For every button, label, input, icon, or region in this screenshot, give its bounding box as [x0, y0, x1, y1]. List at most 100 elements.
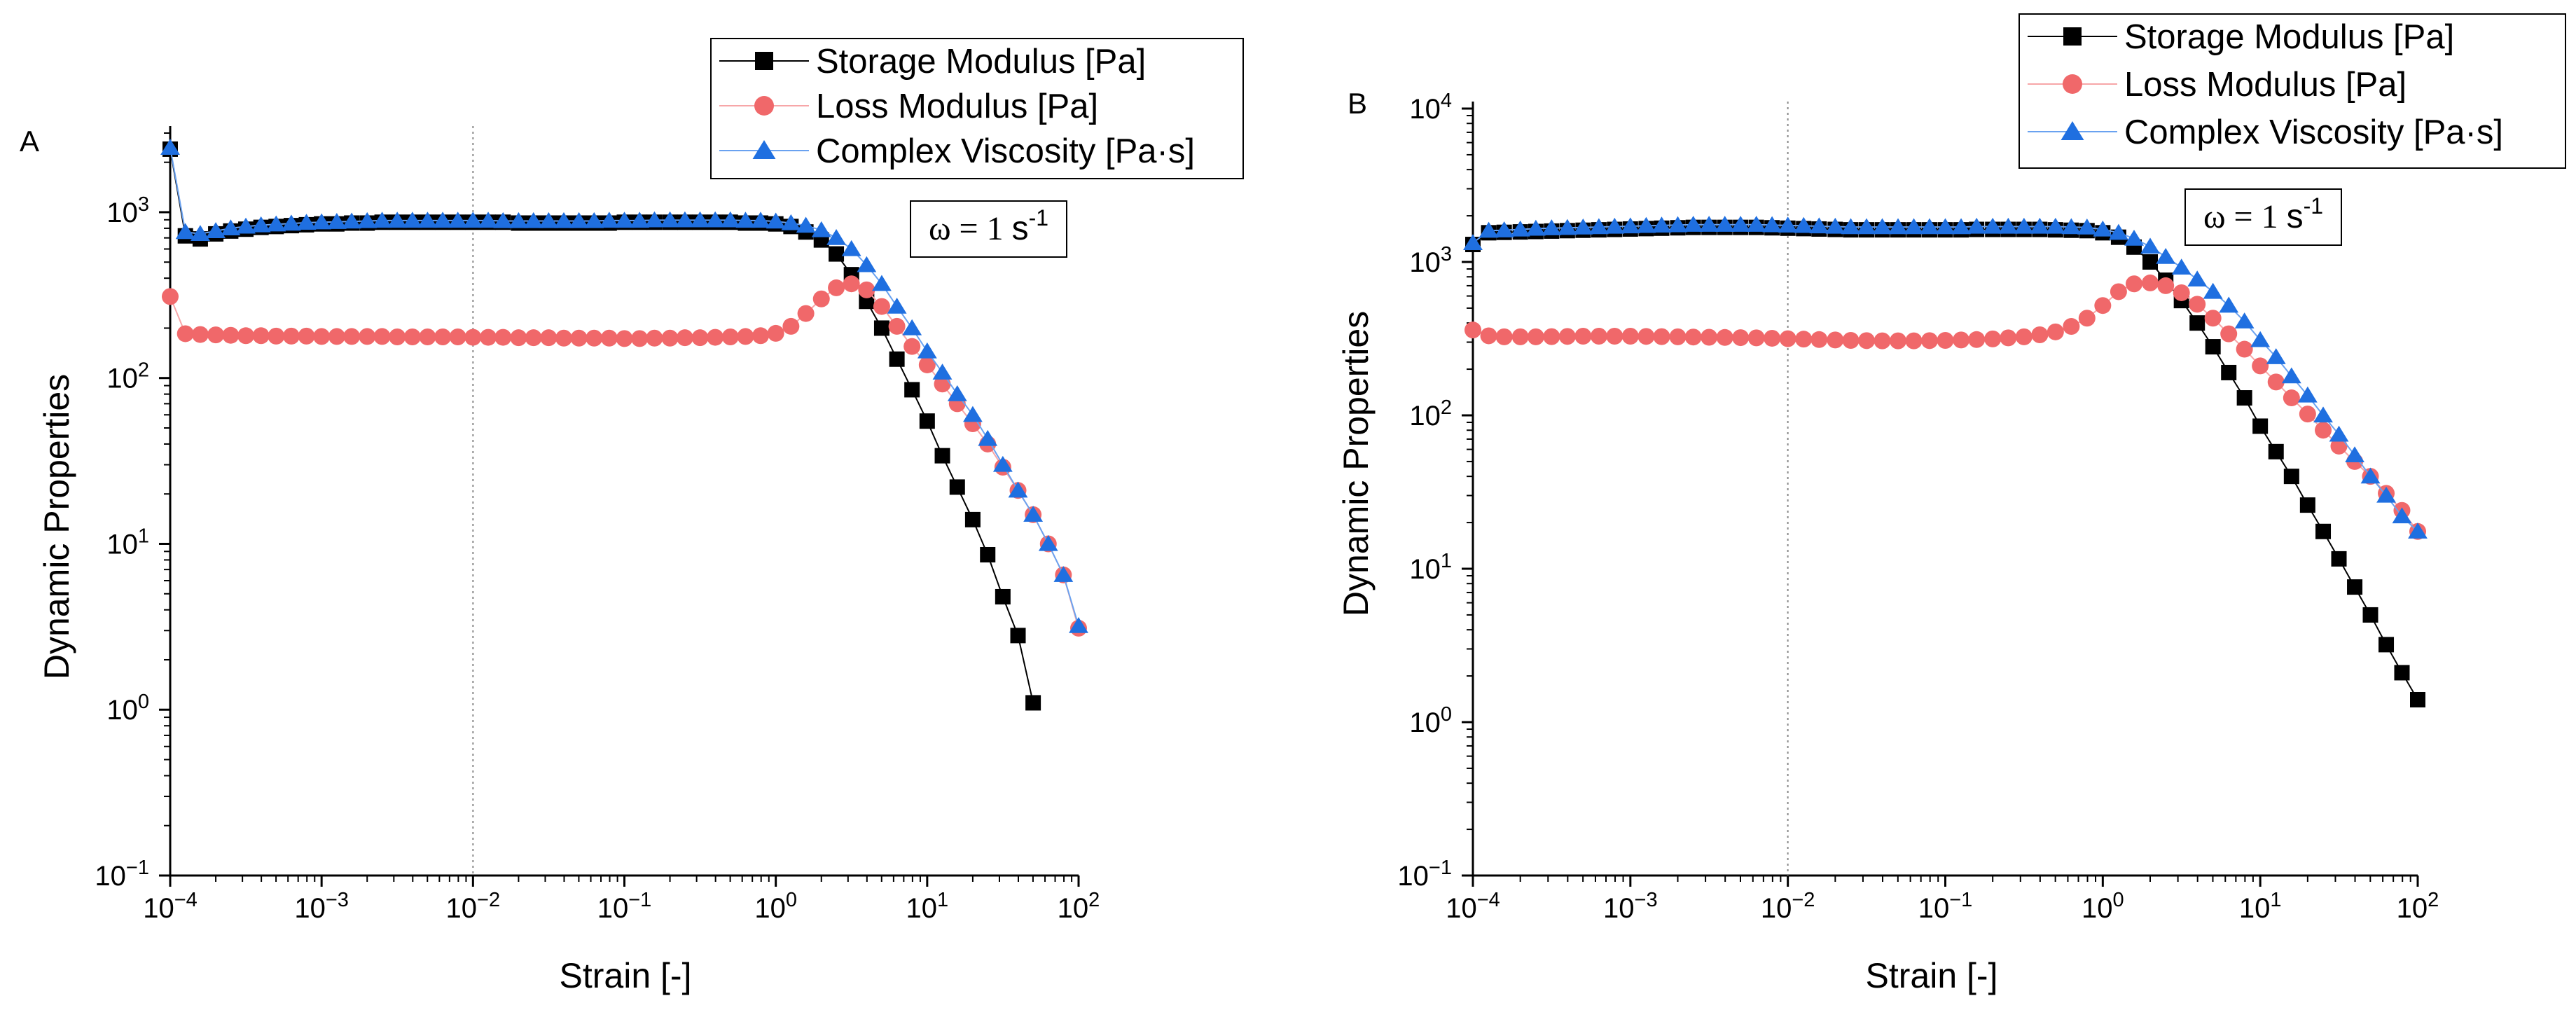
data-point-triangle — [1935, 218, 1955, 235]
data-point-triangle — [1636, 216, 1656, 233]
panel-label-b: B — [1348, 87, 1367, 120]
data-point-triangle — [932, 364, 953, 380]
data-point-circle — [222, 326, 240, 344]
legend-label: Loss Modulus [Pa] — [816, 88, 1098, 125]
data-point-circle — [2063, 318, 2080, 335]
data-point-triangle — [1825, 217, 1846, 234]
data-point-triangle — [1841, 218, 1861, 235]
data-point-circle — [1764, 329, 1781, 347]
data-point-square — [904, 382, 920, 398]
data-point-triangle — [1510, 220, 1530, 237]
data-point-triangle — [2014, 217, 2034, 234]
data-point-circle — [1968, 331, 1986, 348]
data-point-circle — [1574, 328, 1592, 345]
data-point-triangle — [751, 212, 770, 228]
data-point-circle — [191, 326, 209, 343]
legend-marker-triangle — [752, 140, 776, 159]
data-point-square — [2283, 469, 2299, 485]
data-point-circle — [2330, 437, 2348, 455]
data-point-triangle — [2124, 229, 2144, 246]
data-point-triangle — [372, 212, 392, 228]
data-point-triangle — [917, 342, 937, 359]
y-tick-label: 101 — [106, 525, 149, 560]
data-point-triangle — [2266, 348, 2286, 364]
data-point-circle — [2220, 325, 2238, 343]
data-point-triangle — [614, 212, 635, 228]
legend: Storage Modulus [Pa] Loss Modulus [Pa] Com… — [710, 38, 1244, 179]
data-point-circle — [419, 328, 436, 346]
y-tick-label: 10−1 — [95, 857, 149, 892]
x-tick-label: 102 — [2397, 889, 2439, 924]
data-point-circle — [540, 329, 558, 347]
data-point-triangle — [811, 221, 831, 237]
data-point-circle — [858, 281, 875, 298]
y-tick-label: 101 — [1409, 550, 1452, 585]
x-tick-label: 10−2 — [1761, 889, 1815, 924]
data-point-circle — [782, 317, 800, 335]
data-point-triangle — [1904, 218, 1924, 235]
data-point-circle — [1842, 332, 1860, 350]
data-point-triangle — [1069, 616, 1088, 633]
data-point-triangle — [2281, 367, 2301, 384]
data-point-triangle — [2376, 486, 2396, 503]
data-point-circle — [1920, 332, 1938, 350]
data-point-circle — [1937, 332, 1954, 350]
data-point-square — [2142, 254, 2159, 270]
data-point-circle — [2283, 389, 2300, 407]
data-point-circle — [812, 290, 830, 307]
data-point-triangle — [690, 211, 710, 228]
data-point-circle — [1621, 328, 1639, 345]
data-point-triangle — [523, 212, 543, 228]
data-point-circle — [403, 328, 421, 346]
data-point-circle — [1874, 332, 1891, 350]
data-point-triangle — [2234, 312, 2255, 328]
annotation: ω = 1 s-1 — [2184, 188, 2342, 246]
data-point-triangle — [463, 212, 483, 228]
data-point-triangle — [1588, 218, 1609, 235]
data-point-triangle — [508, 212, 529, 228]
data-point-triangle — [766, 212, 786, 229]
data-point-square — [2362, 607, 2378, 623]
data-point-circle — [1511, 328, 1529, 345]
legend-marker-square — [2063, 27, 2082, 46]
data-point-square — [2315, 523, 2332, 539]
data-point-triangle — [2392, 507, 2412, 524]
data-point-circle — [359, 328, 376, 345]
data-point-circle — [2236, 340, 2253, 358]
data-point-triangle — [720, 211, 740, 228]
y-tick-label: 102 — [106, 359, 149, 394]
data-point-circle — [2315, 422, 2332, 439]
data-point-circle — [252, 327, 270, 345]
data-point-circle — [2125, 275, 2142, 293]
data-point-triangle — [947, 385, 967, 401]
data-point-triangle — [1620, 217, 1640, 234]
data-point-circle — [313, 328, 331, 345]
panel-b: B Dynamic Properties Strain [-] 10−4 10−3… — [1336, 13, 2566, 995]
data-point-circle — [2173, 284, 2190, 301]
data-point-triangle — [2140, 237, 2160, 254]
data-point-triangle — [826, 228, 846, 245]
data-point-circle — [510, 329, 527, 347]
data-point-triangle — [342, 212, 362, 229]
data-point-circle — [2047, 323, 2064, 340]
data-point-triangle — [1479, 221, 1499, 238]
data-point-triangle — [448, 212, 468, 228]
data-point-triangle — [630, 212, 650, 228]
x-tick-label: 10−4 — [143, 889, 198, 924]
data-point-circle — [918, 356, 936, 373]
data-point-triangle — [1699, 216, 1719, 232]
data-point-triangle — [2345, 446, 2364, 462]
data-point-circle — [464, 328, 482, 346]
data-point-circle — [298, 327, 315, 345]
annotation: ω = 1 s-1 — [910, 200, 1067, 258]
x-axis-title-a: Strain [-] — [560, 956, 692, 995]
data-point-circle — [631, 330, 649, 347]
data-point-triangle — [417, 212, 438, 228]
data-point-triangle — [781, 214, 801, 230]
data-point-circle — [434, 328, 452, 346]
data-point-triangle — [1651, 216, 1672, 233]
data-point-square — [2205, 339, 2221, 355]
data-point-square — [2268, 443, 2284, 459]
data-point-circle — [1464, 321, 1481, 339]
data-point-circle — [600, 329, 618, 347]
